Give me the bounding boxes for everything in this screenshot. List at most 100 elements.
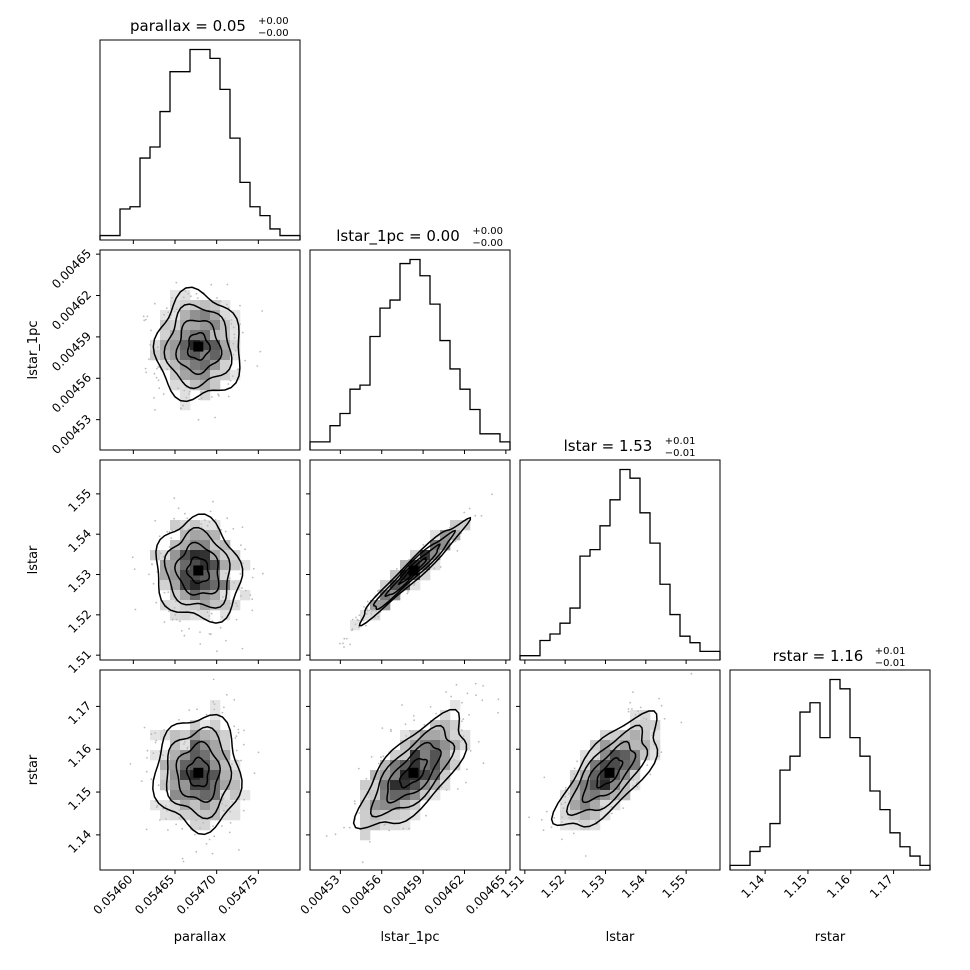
sample-point (166, 530, 169, 533)
sample-point (198, 398, 201, 400)
sample-point (212, 678, 215, 681)
sample-point (242, 743, 245, 746)
density-cell (190, 760, 201, 771)
sample-point (545, 810, 548, 813)
contour-level (163, 526, 231, 609)
sample-point (435, 712, 437, 715)
histogram-step-parallax (99, 48, 301, 240)
sample-point (199, 827, 201, 830)
density-cell (210, 740, 221, 751)
sample-point (148, 358, 150, 361)
x-axis-label-parallax: parallax (174, 930, 227, 945)
density-cell (430, 780, 441, 791)
density-cell (400, 750, 411, 761)
density-cell (230, 770, 241, 781)
sample-point (202, 821, 205, 824)
density-cell (610, 760, 621, 771)
sample-point (377, 615, 380, 618)
sample-point (205, 843, 208, 845)
density-cell (580, 760, 591, 771)
density-cell (590, 780, 601, 791)
sample-point (199, 643, 202, 645)
density-cell (180, 610, 191, 621)
title-minus-error: −0.00 (472, 238, 503, 249)
sample-point (183, 389, 186, 392)
density-cell (170, 540, 181, 551)
sample-point (199, 631, 201, 633)
density-cell (410, 790, 421, 801)
density-cell (170, 770, 181, 781)
density-panel-lstar-vs-parallax (99, 459, 301, 661)
density-cell (210, 350, 221, 361)
density-cell (640, 720, 651, 731)
sample-point (237, 731, 240, 734)
density-cell (200, 540, 211, 551)
sample-point (425, 814, 427, 817)
density-cell (590, 810, 601, 821)
sample-point (474, 514, 477, 517)
sample-point (154, 732, 157, 734)
density-cell (410, 730, 421, 741)
sample-point (468, 713, 470, 716)
x-tick-label: 1.15 (781, 872, 810, 901)
sample-point (168, 756, 171, 759)
density-cell (190, 360, 201, 371)
sample-point (146, 315, 149, 318)
median-marker (604, 767, 615, 778)
sample-point (402, 827, 405, 830)
sample-point (236, 605, 239, 607)
density-cell (190, 810, 201, 821)
sample-point (186, 517, 189, 520)
sample-point (156, 367, 158, 370)
density-cell (590, 760, 601, 771)
density-cell (220, 340, 231, 351)
sample-point (253, 772, 256, 775)
sample-point (631, 708, 633, 710)
sample-point (390, 728, 392, 731)
sample-point (223, 318, 226, 320)
sample-point (405, 735, 408, 737)
sample-point (177, 387, 179, 390)
density-cell (460, 740, 471, 751)
density-cell (450, 760, 461, 771)
sample-point (357, 767, 360, 770)
density-cell (400, 760, 411, 771)
sample-point (229, 379, 232, 382)
density-cell (200, 760, 211, 771)
density-cell (170, 570, 181, 581)
sample-point (241, 562, 244, 565)
density-cell (160, 330, 171, 341)
density-cell (640, 740, 651, 751)
sample-point (213, 835, 216, 838)
density-cell (180, 360, 191, 371)
sample-point (365, 624, 367, 627)
density-cell (160, 810, 171, 821)
sample-point (497, 711, 499, 714)
density-cell (200, 770, 211, 781)
density-cell (190, 330, 201, 341)
density-cell (620, 750, 631, 761)
x-tick-label: 1.52 (538, 872, 567, 901)
sample-point (171, 618, 174, 621)
sample-point (454, 540, 457, 543)
sample-point (143, 726, 146, 729)
sample-point (229, 810, 232, 813)
density-cell (430, 750, 441, 761)
sample-point (343, 637, 346, 640)
sample-point (182, 860, 185, 863)
sample-point (174, 600, 177, 603)
density-cell (220, 590, 231, 601)
density-cell (210, 770, 221, 781)
density-cell (220, 730, 231, 741)
density-cell (400, 560, 411, 571)
x-tick-label: 0.00459 (380, 872, 425, 917)
x-tick-label: 1.54 (619, 872, 648, 901)
sample-point (325, 835, 328, 837)
contour-level (398, 757, 428, 789)
density-cell (220, 300, 231, 311)
sample-point (216, 650, 218, 653)
x-tick-label: 1.14 (738, 872, 767, 901)
sample-point (561, 838, 563, 841)
density-cell (180, 290, 191, 301)
density-panel-rstar-vs-lstar (519, 669, 721, 871)
